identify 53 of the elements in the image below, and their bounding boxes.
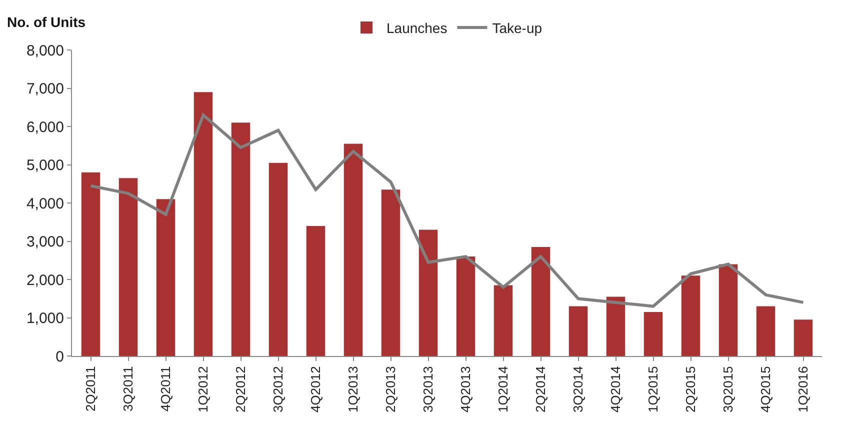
bar xyxy=(756,306,776,356)
y-tick-label: 2,000 xyxy=(26,272,64,289)
y-tick-label: 6,000 xyxy=(26,118,64,136)
x-tick-label: 4Q2015 xyxy=(758,366,773,412)
y-tick-label: 5,000 xyxy=(26,157,64,174)
bar xyxy=(194,92,213,356)
x-tick-label: 4Q2012 xyxy=(308,366,323,412)
x-tick-label: 1Q2014 xyxy=(495,366,510,412)
bar xyxy=(118,178,138,356)
x-tick-label: 1Q2012 xyxy=(195,366,210,412)
x-tick-label: 4Q2011 xyxy=(158,366,173,412)
bar xyxy=(456,256,476,356)
x-tick-label: 3Q2015 xyxy=(720,366,736,412)
x-tick-label: 1Q2016 xyxy=(795,366,810,412)
x-tick-label: 2Q2013 xyxy=(382,366,398,412)
x-tick-label: 2Q2014 xyxy=(532,366,548,412)
x-tick-label: 3Q2011 xyxy=(120,366,136,412)
x-tick-label: 2Q2015 xyxy=(682,366,698,412)
bar xyxy=(718,264,738,356)
bar xyxy=(231,122,250,356)
y-tick-label: 4,000 xyxy=(26,195,64,212)
bar xyxy=(531,246,550,356)
y-tick-label: 8,000 xyxy=(26,42,64,60)
bar xyxy=(306,226,326,356)
bar xyxy=(381,190,400,356)
bar xyxy=(156,199,176,356)
x-tick-label: 3Q2013 xyxy=(420,366,436,412)
x-tick-label: 4Q2014 xyxy=(608,366,623,412)
y-tick-label: 0 xyxy=(56,348,64,366)
bar xyxy=(268,162,288,356)
bar xyxy=(568,306,588,356)
bar xyxy=(644,312,663,356)
bar xyxy=(344,144,363,356)
y-axis-title: No. of Units xyxy=(7,14,86,30)
x-tick-label: 2Q2011 xyxy=(82,366,98,412)
line-series xyxy=(89,114,805,308)
x-tick-label: 3Q2012 xyxy=(270,366,286,412)
y-tick-label: 7,000 xyxy=(26,80,64,98)
x-tick-label: 1Q2015 xyxy=(645,366,660,412)
bar xyxy=(794,320,813,356)
bar xyxy=(418,230,438,356)
bar xyxy=(494,285,513,356)
x-tick-label: 2Q2012 xyxy=(232,366,248,412)
x-tick-label: 3Q2014 xyxy=(570,366,586,412)
y-tick-label: 1,000 xyxy=(26,310,64,327)
legend-label: Launches xyxy=(386,20,448,36)
x-tick-label: 1Q2013 xyxy=(345,366,360,412)
bar xyxy=(681,276,700,356)
legend-label: Take-up xyxy=(492,20,542,36)
x-tick-label: 4Q2013 xyxy=(458,366,473,412)
bar xyxy=(81,172,100,356)
y-tick-label: 3,000 xyxy=(26,234,64,250)
bar xyxy=(606,296,626,356)
